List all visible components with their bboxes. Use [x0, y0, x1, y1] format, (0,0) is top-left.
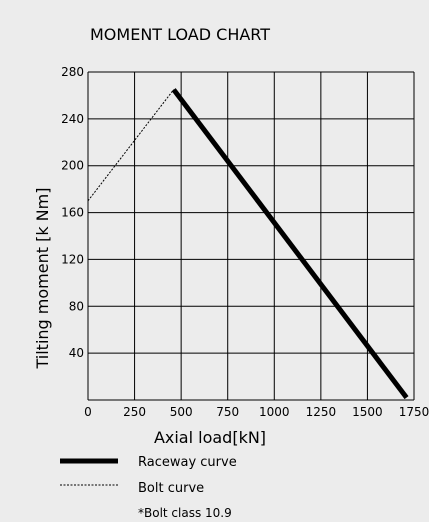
y-tick-label: 200	[61, 159, 84, 173]
legend-label-raceway: Raceway curve	[138, 455, 237, 470]
x-tick-label: 750	[216, 405, 239, 419]
bolt-curve-line	[87, 89, 175, 202]
y-tick-label: 240	[61, 112, 84, 126]
grid	[87, 71, 415, 401]
legend-label-bolt: Bolt curve	[138, 481, 204, 496]
x-tick-label: 250	[123, 405, 146, 419]
y-tick-label: 160	[61, 206, 84, 220]
x-tick-label: 1500	[352, 405, 383, 419]
x-tick-label: 500	[170, 405, 193, 419]
legend: Raceway curve Bolt curve *Bolt class 10.…	[60, 455, 237, 520]
chart-title: MOMENT LOAD CHART	[90, 25, 270, 44]
y-tick-label: 280	[61, 65, 84, 79]
series-layer	[87, 88, 409, 400]
y-tick-label: 120	[61, 252, 84, 266]
raceway-curve-line	[171, 88, 409, 400]
x-tick-label: 1250	[306, 405, 337, 419]
y-tick-label: 80	[69, 299, 84, 313]
bolt-class-note: *Bolt class 10.9	[138, 506, 232, 520]
x-tick-label: 1750	[399, 405, 429, 419]
x-tick-label: 0	[84, 405, 92, 419]
x-axis-label: Axial load[kN]	[154, 428, 266, 447]
y-tick-label: 40	[69, 346, 84, 360]
x-tick-label: 1000	[259, 405, 290, 419]
y-axis-ticks: 40 80 120 160 200 240 280	[61, 65, 84, 360]
y-axis-label: Tilting moment [k Nm]	[33, 188, 52, 370]
x-axis-ticks: 0 250 500 750 1000 1250 1500 1750	[84, 405, 429, 419]
